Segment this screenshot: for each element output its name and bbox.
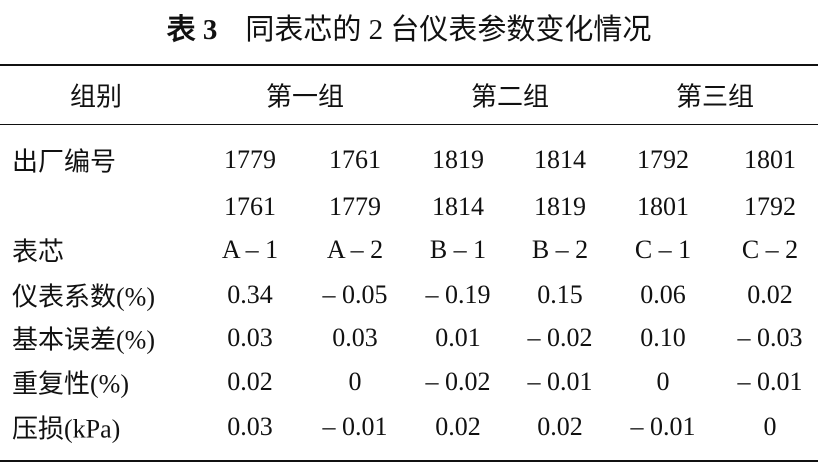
cell: A – 2 <box>326 235 384 264</box>
cell: 0.03 <box>332 323 378 352</box>
cell: 0.03 <box>227 412 273 441</box>
cell: 0.06 <box>640 280 686 309</box>
header-rule <box>0 124 818 125</box>
cell: 0.03 <box>227 323 273 352</box>
cell: 0.01 <box>435 323 481 352</box>
cell: – 0.03 <box>737 323 803 352</box>
cell: 0.15 <box>537 280 583 309</box>
cell: 1761 <box>329 145 381 174</box>
title-text: 同表芯的 2 台仪表参数变化情况 <box>245 14 652 46</box>
cell: 1761 <box>224 192 276 221</box>
header-cell: 组别 <box>69 82 123 112</box>
cell: 0 <box>656 367 670 396</box>
row-label: 基本误差(%) <box>12 325 155 355</box>
title-label: 表 3 <box>166 14 218 46</box>
cell: 1801 <box>744 145 796 174</box>
row-label: 仪表系数(%) <box>12 282 155 312</box>
cell: – 0.01 <box>737 367 803 396</box>
cell: – 0.19 <box>425 280 491 309</box>
top-rule <box>0 64 818 66</box>
row-label: 压损(kPa) <box>12 414 121 444</box>
cell: – 0.01 <box>322 412 388 441</box>
cell: B – 2 <box>531 235 589 264</box>
table-title: 表 3 同表芯的 2 台仪表参数变化情况 <box>0 6 818 48</box>
row-label: 表芯 <box>12 237 65 267</box>
cell: 0.02 <box>227 367 273 396</box>
cell: 0.10 <box>640 323 686 352</box>
cell: B – 1 <box>429 235 487 264</box>
cell: 0.34 <box>227 280 273 309</box>
cell: C – 1 <box>634 235 692 264</box>
cell: 1779 <box>329 192 381 221</box>
cell: 1814 <box>534 145 586 174</box>
header-cell: 第二组 <box>470 82 550 112</box>
cell: 1792 <box>637 145 689 174</box>
cell: 0 <box>763 412 777 441</box>
cell: 1819 <box>432 145 484 174</box>
cell: 0.02 <box>435 412 481 441</box>
cell: 0.02 <box>747 280 793 309</box>
cell: – 0.01 <box>527 367 593 396</box>
cell: 1814 <box>432 192 484 221</box>
row-label: 出厂编号 <box>12 147 117 177</box>
cell: A – 1 <box>221 235 279 264</box>
cell: 0.02 <box>537 412 583 441</box>
cell: 1779 <box>224 145 276 174</box>
header-cell: 第一组 <box>265 82 345 112</box>
row-label: 重复性(%) <box>12 369 129 399</box>
cell: – 0.01 <box>630 412 696 441</box>
cell: – 0.02 <box>425 367 491 396</box>
cell: 1819 <box>534 192 586 221</box>
cell: 0 <box>348 367 362 396</box>
cell: 1792 <box>744 192 796 221</box>
header-cell: 第三组 <box>675 82 755 112</box>
cell: 1801 <box>637 192 689 221</box>
bottom-rule <box>0 460 818 462</box>
cell: – 0.02 <box>527 323 593 352</box>
cell: – 0.05 <box>322 280 388 309</box>
cell: C – 2 <box>741 235 799 264</box>
